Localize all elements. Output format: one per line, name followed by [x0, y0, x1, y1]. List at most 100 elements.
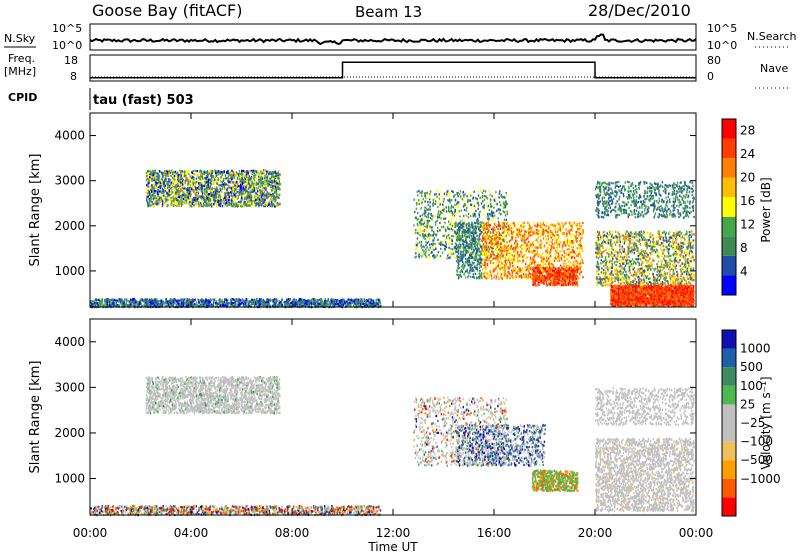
power-cell	[231, 298, 234, 301]
power-cell	[265, 303, 268, 306]
power-cell	[206, 175, 209, 178]
power-cell	[510, 222, 512, 225]
power-cell	[340, 299, 342, 302]
power-cell	[437, 238, 439, 241]
power-cell	[244, 180, 246, 183]
power-cell	[211, 172, 213, 175]
power-cell	[139, 299, 141, 302]
power-cell	[194, 192, 196, 195]
power-cell	[186, 176, 188, 180]
power-cell	[491, 218, 493, 221]
power-cell	[435, 192, 437, 196]
power-cell	[505, 191, 507, 195]
power-cell	[192, 181, 195, 184]
power-cell	[451, 211, 453, 214]
power-cell	[271, 179, 273, 183]
power-cell	[214, 199, 217, 203]
power-cell	[258, 198, 261, 201]
power-cell	[445, 210, 448, 213]
power-cell	[200, 186, 202, 190]
power-cell	[241, 170, 243, 173]
power-cell	[310, 299, 312, 302]
power-cell	[279, 183, 281, 186]
power-cell	[428, 237, 430, 240]
power-cell	[224, 192, 226, 195]
power-cell	[451, 218, 453, 221]
power-cell	[459, 215, 461, 218]
power-cell	[215, 301, 217, 304]
power-cell	[221, 299, 223, 302]
power-cell	[102, 303, 104, 306]
power-cell	[158, 190, 161, 193]
power-cell	[430, 243, 433, 246]
power-cell	[269, 299, 272, 302]
power-cell	[247, 180, 249, 183]
power-cell	[353, 304, 355, 307]
power-cell	[478, 235, 481, 238]
nsearch-label: N.Search	[747, 30, 797, 43]
power-cell	[160, 183, 162, 186]
power-cell	[260, 202, 262, 205]
power-cell	[187, 183, 189, 186]
power-cell	[448, 243, 450, 246]
power-cell	[544, 263, 546, 266]
power-cell	[321, 299, 323, 302]
power-cell	[428, 248, 430, 251]
power-cell	[224, 172, 226, 175]
power-cell	[443, 214, 446, 217]
power-cell	[463, 195, 465, 198]
power-cell	[454, 210, 456, 213]
power-cell	[161, 198, 163, 201]
power-cell	[534, 224, 536, 227]
power-cell	[442, 200, 445, 203]
power-cell	[466, 206, 468, 210]
power-cell	[168, 183, 170, 186]
power-cell	[235, 204, 237, 207]
power-cell	[258, 199, 260, 202]
power-cell	[442, 225, 445, 229]
power-cell	[243, 201, 245, 204]
power-cell	[175, 304, 178, 307]
power-cell	[262, 189, 264, 192]
power-cell	[473, 207, 476, 210]
power-cell	[275, 175, 277, 178]
power-cell	[454, 224, 457, 227]
power-cell	[149, 201, 151, 204]
power-cell	[170, 188, 173, 192]
power-cell	[238, 174, 240, 177]
power-cell	[281, 299, 283, 302]
power-cell	[168, 170, 170, 173]
freq-label: Freq.	[8, 52, 35, 65]
power-cell	[480, 202, 483, 205]
power-cell	[238, 175, 241, 179]
power-cell	[429, 243, 431, 246]
power-cell	[448, 192, 450, 195]
power-cell	[425, 240, 427, 243]
power-cell	[189, 180, 191, 183]
power-cell	[182, 299, 184, 302]
power-cell	[225, 201, 227, 204]
power-cell	[213, 180, 215, 183]
power-cell	[250, 203, 252, 206]
power-cell	[104, 302, 107, 305]
power-cell	[193, 179, 195, 182]
power-cell	[472, 242, 474, 245]
power-cell	[581, 249, 584, 252]
power-cell	[522, 273, 525, 276]
power-cell	[368, 303, 370, 306]
power-cell	[256, 194, 258, 197]
power-cell	[146, 199, 148, 202]
power-cell	[454, 231, 456, 234]
power-cell	[230, 174, 232, 177]
power-cell	[424, 200, 426, 203]
power-cell	[494, 214, 496, 217]
power-cell	[206, 170, 209, 173]
power-cell	[166, 201, 168, 204]
power-cell	[228, 181, 230, 184]
power-cell	[239, 189, 241, 193]
power-cell	[146, 179, 148, 182]
power-cell	[146, 200, 149, 203]
power-cell	[259, 303, 261, 306]
power-cell	[337, 303, 340, 306]
power-cell	[448, 225, 450, 228]
